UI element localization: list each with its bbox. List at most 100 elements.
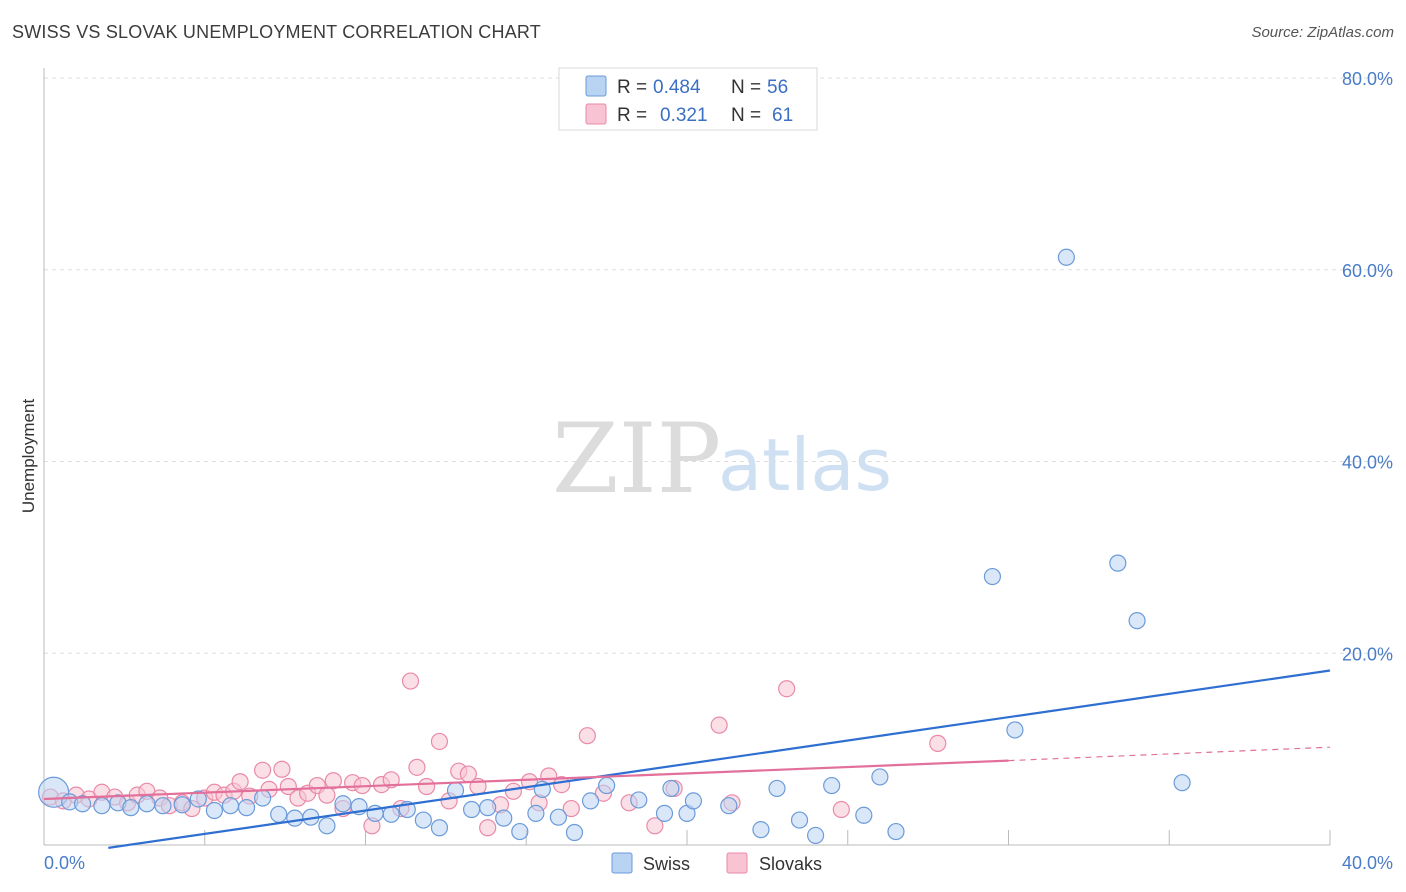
y-tick-label: 40.0% (1342, 453, 1393, 473)
legend-r-value-slovaks: 0.321 (660, 105, 708, 126)
swiss-point (752, 821, 770, 839)
slovak-point (562, 799, 580, 818)
slovak-point (417, 777, 436, 796)
x-tick-label-min: 0.0% (44, 853, 85, 873)
swiss-point (93, 797, 111, 815)
swiss-point (73, 795, 92, 813)
legend-swatch-slovaks (585, 103, 607, 125)
y-tick-label: 60.0% (1342, 261, 1393, 281)
swiss-point (684, 792, 703, 810)
legend-n-label-swiss: N = (731, 77, 761, 98)
y-axis-label: Unemployment (19, 399, 38, 514)
slovak-point (318, 786, 336, 804)
legend: R = 0.484 N = 56 R = 0.321 N = 61 (558, 67, 818, 131)
swiss-point (286, 809, 304, 827)
slovak-point (479, 819, 497, 837)
slovak-point (382, 771, 400, 789)
swiss-point (334, 795, 352, 813)
chart-title: SWISS VS SLOVAK UNEMPLOYMENT CORRELATION… (12, 22, 541, 42)
swiss-point (254, 789, 272, 807)
swiss-point (479, 799, 497, 817)
watermark-zip: ZIP (552, 403, 721, 515)
swiss-point (768, 779, 786, 798)
y-tick-labels: 20.0% 40.0% 60.0% 80.0% (1342, 69, 1393, 664)
source-label: Source: ZipAtlas.com (1251, 24, 1394, 41)
swiss-point (430, 819, 449, 837)
legend-n-label-slovaks: N = (731, 105, 761, 126)
swiss-point (1057, 248, 1075, 266)
swiss-point (122, 799, 140, 817)
bottom-legend-label-swiss: Swiss (643, 854, 690, 874)
slovak-point (778, 680, 796, 698)
swiss-point (549, 808, 568, 826)
slovak-point (646, 817, 664, 835)
legend-r-value-swiss: 0.484 (653, 77, 701, 98)
slovak-point (929, 734, 947, 752)
swiss-point (1173, 774, 1191, 792)
swiss-point (511, 822, 529, 841)
swiss-point (983, 567, 1002, 586)
swiss-point (173, 796, 191, 814)
swiss-point (414, 811, 432, 829)
legend-r-label-swiss: R = (617, 77, 647, 98)
swiss-point (1128, 612, 1146, 630)
slovak-point (408, 758, 426, 776)
swiss-point (790, 811, 809, 829)
slovak-point (504, 782, 522, 800)
swiss-point (855, 806, 873, 824)
swiss-point (630, 791, 648, 809)
swiss-point (806, 826, 825, 845)
swiss-point (871, 768, 889, 786)
slovak-point (401, 672, 420, 690)
swiss-point (318, 817, 336, 835)
bottom-legend-swatch-slovaks (726, 852, 748, 874)
swiss-point (823, 776, 841, 795)
swiss-point (138, 795, 156, 813)
bottom-legend-swatch-swiss (611, 852, 633, 874)
swiss-trend-line (108, 669, 1331, 849)
swiss-point (662, 779, 680, 798)
slovak-point (578, 727, 596, 745)
y-tick-label: 80.0% (1342, 69, 1393, 89)
swiss-point (189, 790, 207, 808)
trend-lines (43, 669, 1331, 849)
slovak-point (832, 800, 850, 819)
swiss-point (565, 823, 584, 842)
swiss-point (598, 776, 616, 795)
swiss-point (495, 809, 513, 827)
watermark: ZIP atlas (552, 403, 892, 515)
swiss-point (581, 792, 600, 810)
swiss-point (462, 800, 481, 819)
slovak-point (273, 760, 291, 778)
legend-n-value-swiss: 56 (767, 77, 788, 98)
slovak-point (324, 772, 342, 790)
legend-swatch-swiss (585, 75, 607, 97)
x-ticks (43, 830, 1331, 845)
bottom-legend-label-slovaks: Slovaks (759, 854, 822, 874)
x-tick-label-max: 40.0% (1342, 853, 1393, 873)
slovak-trend-line-extension (1008, 746, 1331, 762)
slovak-point (710, 716, 728, 734)
swiss-point (527, 804, 545, 822)
swiss-point (1006, 721, 1024, 739)
swiss-point (237, 799, 256, 817)
swiss-point (655, 804, 674, 822)
legend-r-label-slovaks: R = (617, 105, 647, 126)
slovak-trend-line (43, 759, 1009, 801)
swiss-point (154, 797, 172, 815)
swiss-point (270, 805, 288, 823)
swiss-point (1109, 554, 1127, 572)
swiss-points (38, 248, 1191, 845)
y-tick-label: 20.0% (1342, 644, 1393, 664)
slovak-point (231, 773, 249, 791)
swiss-point (205, 801, 223, 820)
bottom-legend: Swiss Slovaks (611, 852, 822, 874)
grid (44, 77, 1393, 654)
swiss-point (887, 822, 905, 841)
swiss-point (221, 797, 240, 815)
legend-n-value-slovaks: 61 (772, 105, 793, 126)
slovak-point (254, 761, 272, 779)
slovak-point (430, 732, 449, 751)
swiss-point (720, 797, 738, 815)
